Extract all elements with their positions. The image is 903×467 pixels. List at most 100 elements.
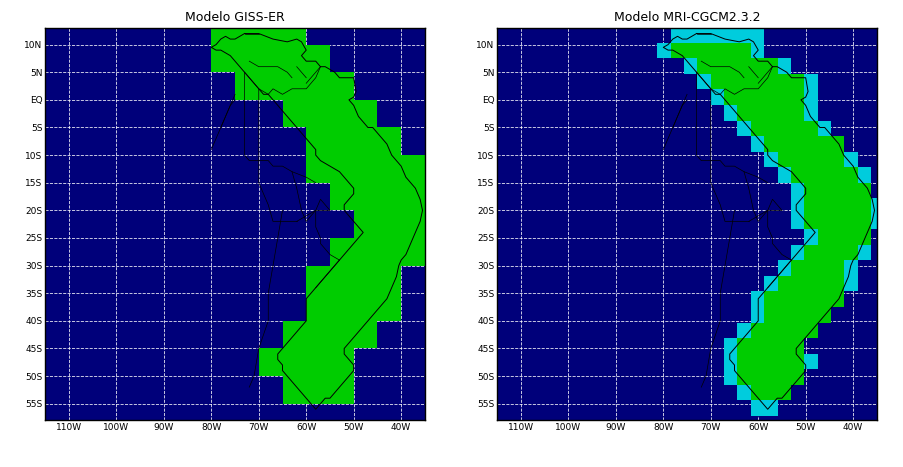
Bar <box>750 291 763 307</box>
Bar <box>330 376 353 404</box>
Bar <box>816 276 830 291</box>
Bar <box>211 44 235 72</box>
Bar <box>283 348 306 376</box>
Bar <box>857 229 870 245</box>
Bar <box>816 307 830 323</box>
Bar <box>870 198 883 214</box>
Bar <box>804 167 816 183</box>
Bar <box>306 293 330 321</box>
Bar <box>816 214 830 229</box>
Bar <box>777 323 790 338</box>
Bar <box>804 90 816 105</box>
Bar <box>258 44 283 72</box>
Bar <box>401 183 424 210</box>
Bar <box>790 354 804 369</box>
Bar <box>306 155 330 183</box>
Bar <box>401 238 424 266</box>
Bar <box>283 321 306 348</box>
Bar <box>843 214 857 229</box>
Bar <box>353 155 377 183</box>
Bar <box>830 183 843 198</box>
Bar <box>353 210 377 238</box>
Bar <box>857 167 870 183</box>
Bar <box>816 229 830 245</box>
Bar <box>723 58 737 74</box>
Bar <box>258 17 283 44</box>
Bar <box>830 229 843 245</box>
Bar <box>763 74 777 90</box>
Bar <box>857 245 870 261</box>
Bar <box>684 28 696 43</box>
Bar <box>777 58 790 74</box>
Bar <box>750 74 763 90</box>
Bar <box>763 385 777 400</box>
Bar <box>235 44 258 72</box>
Bar <box>401 210 424 238</box>
Bar <box>723 354 737 369</box>
Bar <box>790 338 804 354</box>
Bar <box>306 44 330 72</box>
Bar <box>777 167 790 183</box>
Bar <box>750 385 763 400</box>
Bar <box>790 120 804 136</box>
Bar <box>330 348 353 376</box>
Bar <box>870 214 883 229</box>
Title: Modelo GISS-ER: Modelo GISS-ER <box>185 11 284 24</box>
Bar <box>377 127 401 155</box>
Bar <box>306 376 330 404</box>
Bar <box>830 198 843 214</box>
Bar <box>750 400 763 416</box>
Bar <box>306 321 330 348</box>
Bar <box>777 90 790 105</box>
Title: Modelo MRI-CGCM2.3.2: Modelo MRI-CGCM2.3.2 <box>613 11 759 24</box>
Bar <box>737 354 750 369</box>
Bar <box>777 385 790 400</box>
Bar <box>656 43 670 58</box>
Bar <box>306 127 330 155</box>
Bar <box>377 293 401 321</box>
Bar <box>353 100 377 127</box>
Bar <box>804 307 816 323</box>
Bar <box>763 120 777 136</box>
Bar <box>306 100 330 127</box>
Bar <box>258 348 283 376</box>
Bar <box>790 323 804 338</box>
Bar <box>843 229 857 245</box>
Bar <box>816 120 830 136</box>
Bar <box>377 238 401 266</box>
Bar <box>750 369 763 385</box>
Bar <box>804 183 816 198</box>
Bar <box>750 120 763 136</box>
Bar <box>804 136 816 152</box>
Bar <box>330 183 353 210</box>
Bar <box>804 323 816 338</box>
Bar <box>283 100 306 127</box>
Bar <box>790 167 804 183</box>
Bar <box>804 245 816 261</box>
Bar <box>723 338 737 354</box>
Bar <box>670 28 684 43</box>
Bar <box>763 323 777 338</box>
Bar <box>330 127 353 155</box>
Bar <box>843 167 857 183</box>
Bar <box>750 338 763 354</box>
Bar <box>750 136 763 152</box>
Bar <box>723 90 737 105</box>
Bar <box>330 155 353 183</box>
Bar <box>353 321 377 348</box>
Bar <box>763 136 777 152</box>
Bar <box>763 152 777 167</box>
Bar <box>804 214 816 229</box>
Bar <box>737 105 750 120</box>
Bar <box>377 266 401 293</box>
Bar <box>804 276 816 291</box>
Bar <box>353 127 377 155</box>
Bar <box>804 291 816 307</box>
Bar <box>790 261 804 276</box>
Bar <box>750 307 763 323</box>
Bar <box>790 136 804 152</box>
Bar <box>737 120 750 136</box>
Bar <box>306 266 330 293</box>
Bar <box>830 136 843 152</box>
Bar <box>790 276 804 291</box>
